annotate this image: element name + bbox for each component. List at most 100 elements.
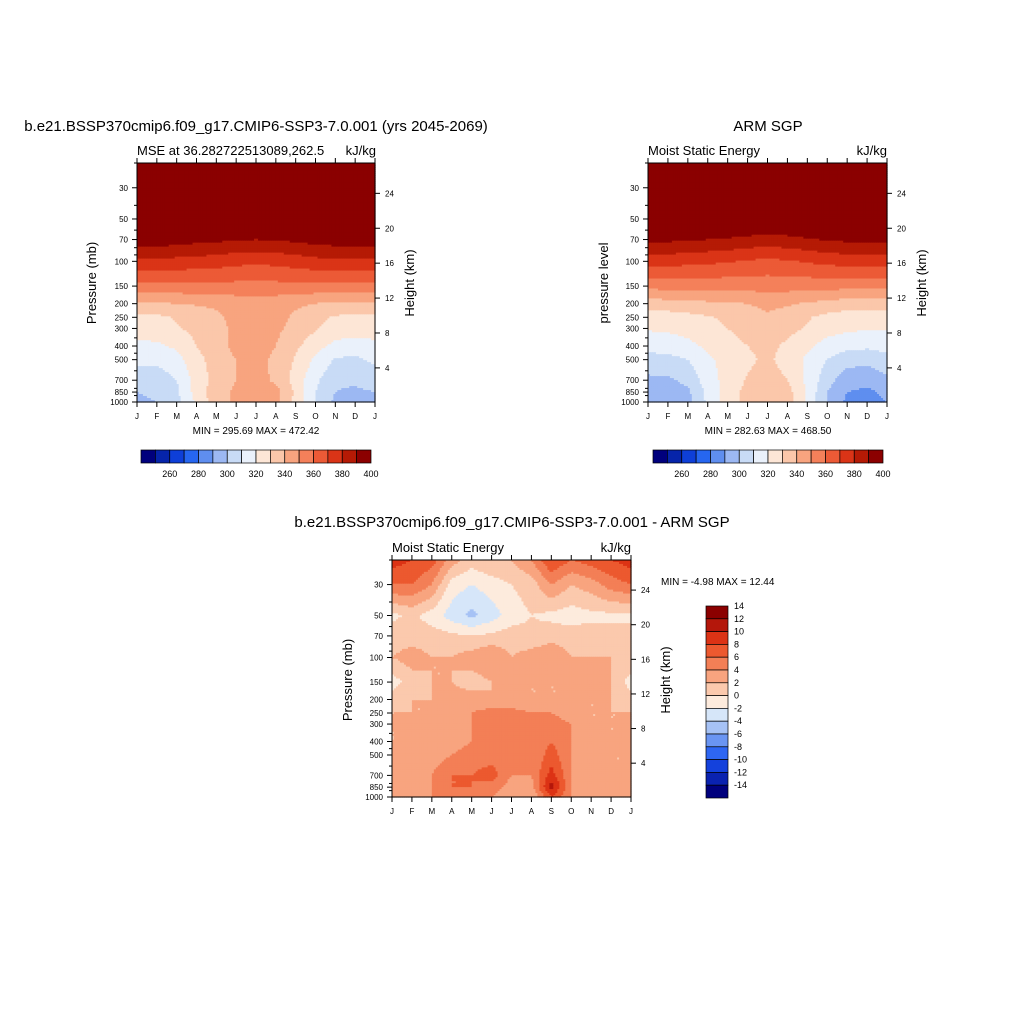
contour-cell [343,182,346,186]
contour-cell [269,186,273,190]
contour-cell [371,170,374,174]
contour-cell [339,166,342,170]
contour-cell [321,180,325,184]
contour-cell [341,170,344,174]
contour-cell [335,182,338,186]
contour-cell [373,164,376,168]
contour-cell [371,176,374,180]
contour-cell [228,164,231,168]
contour-cell [269,166,273,170]
contour-cell [164,174,168,178]
contour-cell [250,172,253,176]
contour-cell [313,164,317,168]
contour-cell [279,166,283,170]
contour-cell [192,170,196,174]
contour-cell [345,170,348,174]
contour-cell [214,180,217,184]
contour-cell [182,166,186,170]
contour-cell [206,164,209,168]
contour-cell [317,180,321,184]
contour-cell [361,166,364,170]
contour-cell [170,170,174,174]
contour-cell [351,170,354,174]
contour-cell [256,174,259,178]
contour-cell [214,172,217,176]
contour-cell [331,168,334,172]
contour-cell [351,186,354,190]
contour-cell [321,168,325,172]
contour-cell [279,180,283,184]
contour-cell [234,168,237,172]
contour-cell [339,186,342,190]
contour-cell [263,170,267,174]
contour-cell [289,182,293,186]
contour-cell [196,176,200,180]
contour-cell [142,164,146,168]
contour-cell [323,166,327,170]
contour-cell [246,168,249,172]
contour-cell [279,186,283,190]
contour-cell [339,178,342,182]
contour-cell [226,182,229,186]
contour-cell [178,188,182,192]
contour-cell [148,178,152,182]
contour-cell [277,178,281,182]
contour-cell [170,188,174,192]
contour-cell [232,166,235,170]
contour-cell [267,166,271,170]
contour-cell [142,178,146,182]
contour-cell [192,176,196,180]
contour-cell [369,163,372,166]
contour-cell [285,166,289,170]
contour-cell [277,180,281,184]
contour-cell [347,170,350,174]
contour-cell [236,168,239,172]
contour-cell [325,164,328,168]
contour-cell [216,174,219,178]
contour-cell [172,164,176,168]
contour-cell [194,180,198,184]
contour-cell [224,170,227,174]
contour-cell [200,163,204,166]
contour-cell [256,170,259,174]
contour-cell [275,186,279,190]
contour-cell [257,176,261,180]
contour-cell [230,178,233,182]
contour-cell [144,176,148,180]
contour-cell [142,170,146,174]
contour-cell [228,182,231,186]
contour-cell [309,168,313,172]
contour-cell [263,178,267,182]
contour-cell [216,182,219,186]
contour-cell [218,164,221,168]
contour-cell [186,182,190,186]
contour-cell [188,172,192,176]
contour-cell [303,182,307,186]
contour-cell [198,172,202,176]
contour-cell [275,166,279,170]
contour-cell [228,172,231,176]
contour-cell [166,180,170,184]
contour-cell [244,172,247,176]
contour-cell [317,170,321,174]
contour-cell [246,166,249,170]
contour-cell [293,166,297,170]
contour-cell [273,168,277,172]
contour-cell [176,170,180,174]
contour-cell [144,172,148,176]
contour-cell [202,172,206,176]
contour-cell [162,184,166,188]
contour-cell [194,168,198,172]
contour-cell [252,172,255,176]
contour-cell [257,184,261,188]
contour-cell [200,178,204,182]
contour-cell [214,163,217,166]
contour-cell [281,180,285,184]
contour-cell [156,180,160,184]
contour-cell [220,180,223,184]
contour-cell [214,174,217,178]
contour-cell [367,186,370,190]
contour-cell [335,168,338,172]
contour-cell [325,170,328,174]
contour-cell [216,180,219,184]
